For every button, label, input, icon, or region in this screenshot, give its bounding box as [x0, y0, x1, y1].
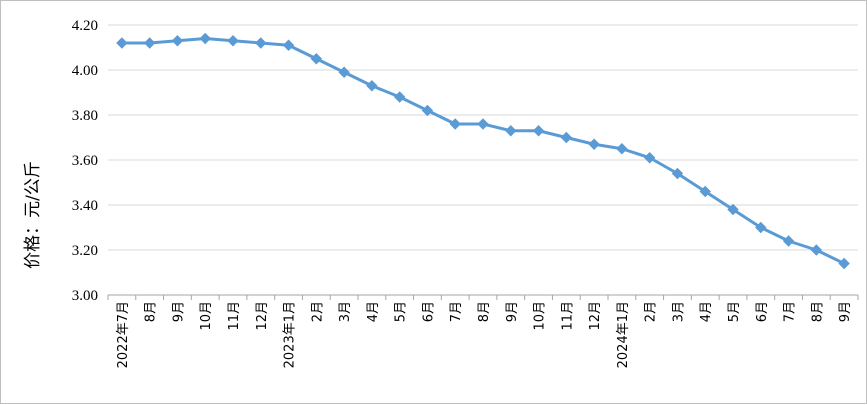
y-axis-title: 价格：元/公斤 [23, 161, 43, 269]
data-point [560, 131, 573, 144]
data-point [838, 257, 850, 270]
y-tick-label: 4.20 [72, 18, 98, 34]
x-tick-label: 5月 [727, 301, 742, 322]
data-point [782, 235, 795, 247]
price-series [116, 32, 850, 270]
data-point [171, 35, 184, 47]
data-point [755, 221, 767, 234]
data-point [227, 35, 239, 47]
data-point [616, 143, 628, 155]
x-axis-tick-labels: 2022年7月 8月 9月 10月 11月 12月 2023年1月 2月 3月 4月 5月 6月 7月 8… [116, 301, 853, 368]
x-tick-label: 7月 [783, 301, 798, 322]
data-point [421, 104, 434, 117]
data-point [338, 66, 350, 78]
data-point [671, 167, 684, 180]
data-point [199, 32, 211, 45]
y-tick-label: 3.60 [72, 153, 98, 169]
x-tick-label: 2023年1月 [283, 301, 298, 368]
data-point [143, 37, 156, 49]
data-point [727, 203, 739, 216]
x-tick-label: 7月 [449, 301, 464, 322]
y-tick-label: 4.00 [72, 63, 98, 79]
data-point [449, 118, 461, 130]
x-tick-label: 3月 [338, 301, 353, 322]
y-tick-label: 3.80 [72, 108, 98, 124]
x-tick-label: 10月 [533, 301, 548, 331]
x-tick-label: 11月 [227, 301, 242, 331]
y-tick-label: 3.00 [72, 288, 98, 304]
data-point [699, 185, 711, 198]
x-tick-label: 3月 [671, 301, 686, 322]
data-point [282, 39, 295, 51]
x-tick-label: 2022年7月 [116, 301, 131, 368]
x-tick-label: 2024年1月 [616, 301, 631, 368]
x-axis [107, 294, 859, 300]
x-tick-label: 6月 [755, 301, 770, 322]
y-tick-label: 3.40 [72, 198, 98, 214]
series-line [121, 37, 845, 265]
x-tick-label: 5月 [394, 301, 409, 322]
data-point [505, 125, 517, 137]
data-point [477, 118, 489, 130]
x-tick-label: 11月 [560, 301, 575, 331]
data-point [366, 80, 378, 92]
x-tick-label: 8月 [144, 301, 159, 322]
x-tick-label: 12月 [588, 301, 603, 331]
gridlines [108, 24, 858, 251]
data-point [255, 37, 267, 49]
y-tick-label: 3.20 [72, 243, 98, 259]
x-tick-label: 8月 [810, 301, 825, 322]
x-tick-label: 4月 [366, 301, 381, 322]
x-tick-label: 9月 [171, 301, 186, 322]
data-point [643, 152, 656, 164]
x-tick-label: 9月 [505, 301, 520, 322]
x-tick-label: 12月 [255, 301, 270, 331]
x-tick-label: 8月 [477, 301, 492, 322]
x-tick-label: 10月 [199, 301, 214, 331]
x-tick-label: 2月 [644, 301, 659, 322]
data-point [810, 244, 823, 256]
x-tick-label: 2月 [310, 301, 325, 322]
x-tick-label: 4月 [699, 301, 714, 322]
data-point [532, 125, 545, 137]
x-tick-label: 6月 [421, 301, 436, 322]
y-axis-tick-labels: 3.00 3.20 3.40 3.60 3.80 4.00 4.20 [72, 18, 98, 304]
data-point [310, 53, 323, 65]
x-tick-label: 9月 [838, 301, 853, 322]
data-point [588, 138, 600, 150]
data-point [393, 91, 406, 103]
data-point [116, 37, 128, 49]
